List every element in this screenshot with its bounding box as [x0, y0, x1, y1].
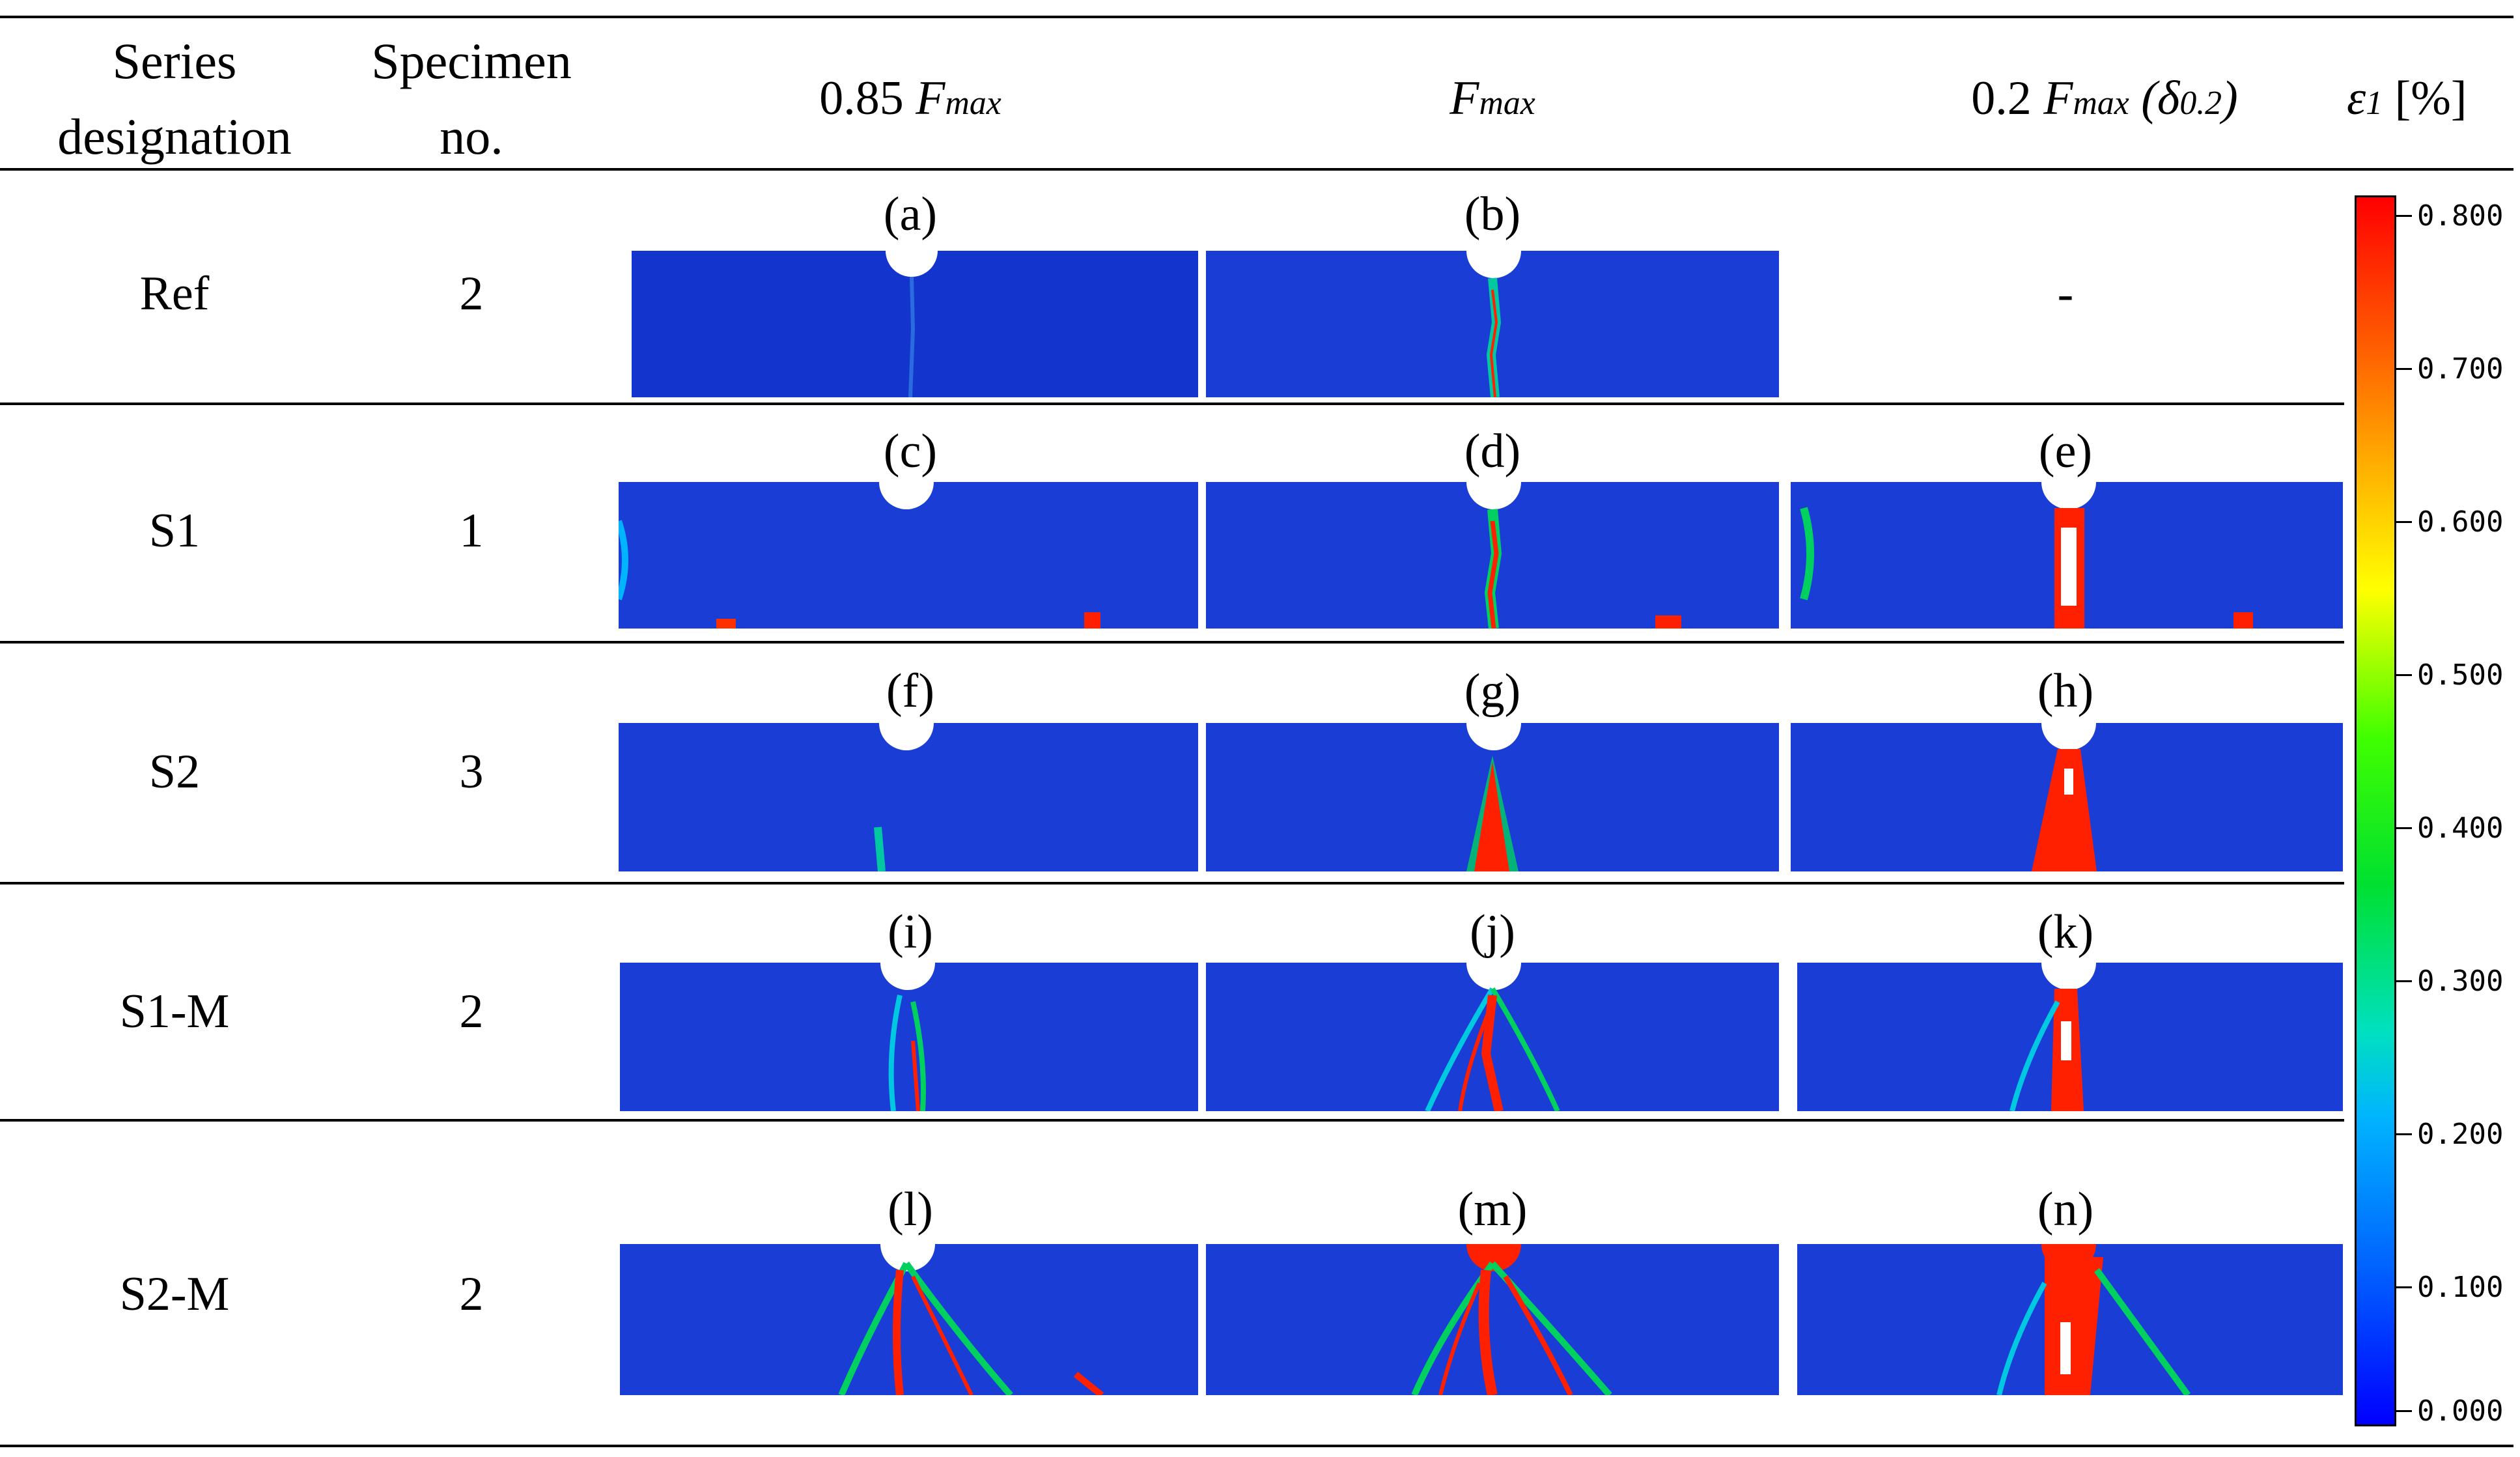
- colorbar-label-0100: 0.100: [2417, 1271, 2504, 1304]
- colorbar-label-0600: 0.600: [2417, 505, 2504, 539]
- row-s1-series: S1: [148, 504, 201, 558]
- row-rule-1: [0, 403, 2344, 405]
- strain-image-n: [1797, 1244, 2343, 1395]
- strain-image-a: [632, 251, 1198, 397]
- row-s2-specimen: 3: [459, 745, 484, 799]
- table-bottom-rule: [0, 1445, 2513, 1447]
- panel-label-m: (m): [1457, 1183, 1528, 1236]
- colorbar-tick-0400: [2396, 827, 2412, 829]
- row-s1m-specimen: 2: [459, 985, 484, 1038]
- colorbar-label-0700: 0.700: [2417, 352, 2504, 386]
- strain-image-c: [619, 482, 1198, 629]
- header-col3-paren-sub: 0.2: [2179, 85, 2222, 122]
- panel-label-d: (d): [1464, 425, 1521, 478]
- header-col3-paren-close: ): [2222, 72, 2238, 125]
- row-rule-4: [0, 1119, 2344, 1122]
- row-s1-specimen: 1: [459, 504, 484, 558]
- strain-colorbar: [2355, 195, 2396, 1426]
- strain-image-f: [619, 723, 1198, 871]
- row-ref-dash: -: [2057, 267, 2074, 320]
- panel-label-n: (n): [2037, 1183, 2094, 1236]
- header-col3-paren-open: (δ: [2129, 72, 2180, 125]
- row-rule-2: [0, 641, 2344, 644]
- colorbar-tick-0800: [2396, 215, 2412, 217]
- colorbar-tick-0100: [2396, 1286, 2412, 1288]
- panel-label-j: (j): [1470, 905, 1515, 959]
- row-rule-3: [0, 882, 2344, 884]
- header-strain: ε1 [%]: [2347, 74, 2467, 122]
- panel-label-g: (g): [1464, 664, 1521, 718]
- strain-image-k: [1797, 963, 2343, 1111]
- strain-image-g: [1206, 723, 1779, 871]
- row-s1m-series: S1-M: [119, 985, 230, 1038]
- header-specimen: Specimen no.: [371, 23, 572, 175]
- panel-label-c: (c): [883, 425, 938, 478]
- colorbar-tick-0600: [2396, 521, 2412, 523]
- strain-image-b: [1206, 251, 1779, 397]
- colorbar-label-0200: 0.200: [2417, 1118, 2504, 1151]
- header-series: Series designation: [57, 23, 292, 175]
- colorbar-label-0800: 0.800: [2417, 199, 2504, 233]
- header-col3-sub: max: [2073, 85, 2129, 122]
- header-specimen-line2: no.: [440, 108, 503, 165]
- table-top-rule: [0, 16, 2513, 18]
- header-col3-pre: 0.2: [1971, 72, 2044, 125]
- panel-label-f: (f): [886, 664, 934, 718]
- header-strain-symbol: ε: [2347, 72, 2366, 125]
- header-col-085fmax: 0.85 Fmax: [819, 74, 1001, 122]
- strain-image-j: [1206, 963, 1779, 1111]
- header-series-line1: Series: [112, 33, 237, 89]
- panel-label-a: (a): [883, 188, 938, 241]
- header-col1-F: F: [916, 72, 945, 125]
- colorbar-tick-0200: [2396, 1133, 2412, 1135]
- header-specimen-line1: Specimen: [371, 33, 572, 89]
- panel-label-i: (i): [888, 905, 933, 959]
- colorbar-label-0300: 0.300: [2417, 965, 2504, 998]
- row-s2m-series: S2-M: [119, 1267, 230, 1321]
- row-ref-series: Ref: [139, 267, 210, 320]
- header-col-fmax: Fmax: [1449, 74, 1535, 122]
- strain-image-h: [1791, 723, 2343, 871]
- header-col1-sub: max: [945, 85, 1001, 122]
- panel-label-b: (b): [1464, 188, 1521, 241]
- colorbar-label-0500: 0.500: [2417, 658, 2504, 692]
- header-col2-sub: max: [1479, 85, 1535, 122]
- colorbar-tick-0500: [2396, 674, 2412, 676]
- row-s2-series: S2: [148, 745, 201, 799]
- header-col3-F: F: [2043, 72, 2073, 125]
- strain-image-m: [1206, 1244, 1779, 1395]
- colorbar-tick-0700: [2396, 368, 2412, 370]
- header-col-02fmax: 0.2 Fmax (δ0.2): [1971, 74, 2237, 122]
- header-strain-unit: [%]: [2383, 72, 2467, 125]
- header-col2-F: F: [1449, 72, 1479, 125]
- header-col1-pre: 0.85: [819, 72, 916, 125]
- strain-image-l: [620, 1244, 1198, 1395]
- panel-label-k: (k): [2037, 905, 2094, 959]
- header-rule: [0, 168, 2513, 171]
- strain-image-e: [1791, 482, 2343, 629]
- strain-image-i: [620, 963, 1198, 1111]
- colorbar-tick-0300: [2396, 980, 2412, 982]
- colorbar-tick-0000: [2396, 1410, 2412, 1412]
- header-series-line2: designation: [57, 108, 292, 165]
- colorbar-label-0000: 0.000: [2417, 1394, 2504, 1428]
- colorbar-label-0400: 0.400: [2417, 812, 2504, 845]
- row-s2m-specimen: 2: [459, 1267, 484, 1321]
- panel-label-h: (h): [2037, 664, 2094, 718]
- panel-label-e: (e): [2038, 425, 2093, 478]
- panel-label-l: (l): [888, 1183, 933, 1236]
- row-ref-specimen: 2: [459, 267, 484, 320]
- strain-image-d: [1206, 482, 1779, 629]
- header-strain-sub: 1: [2366, 85, 2383, 122]
